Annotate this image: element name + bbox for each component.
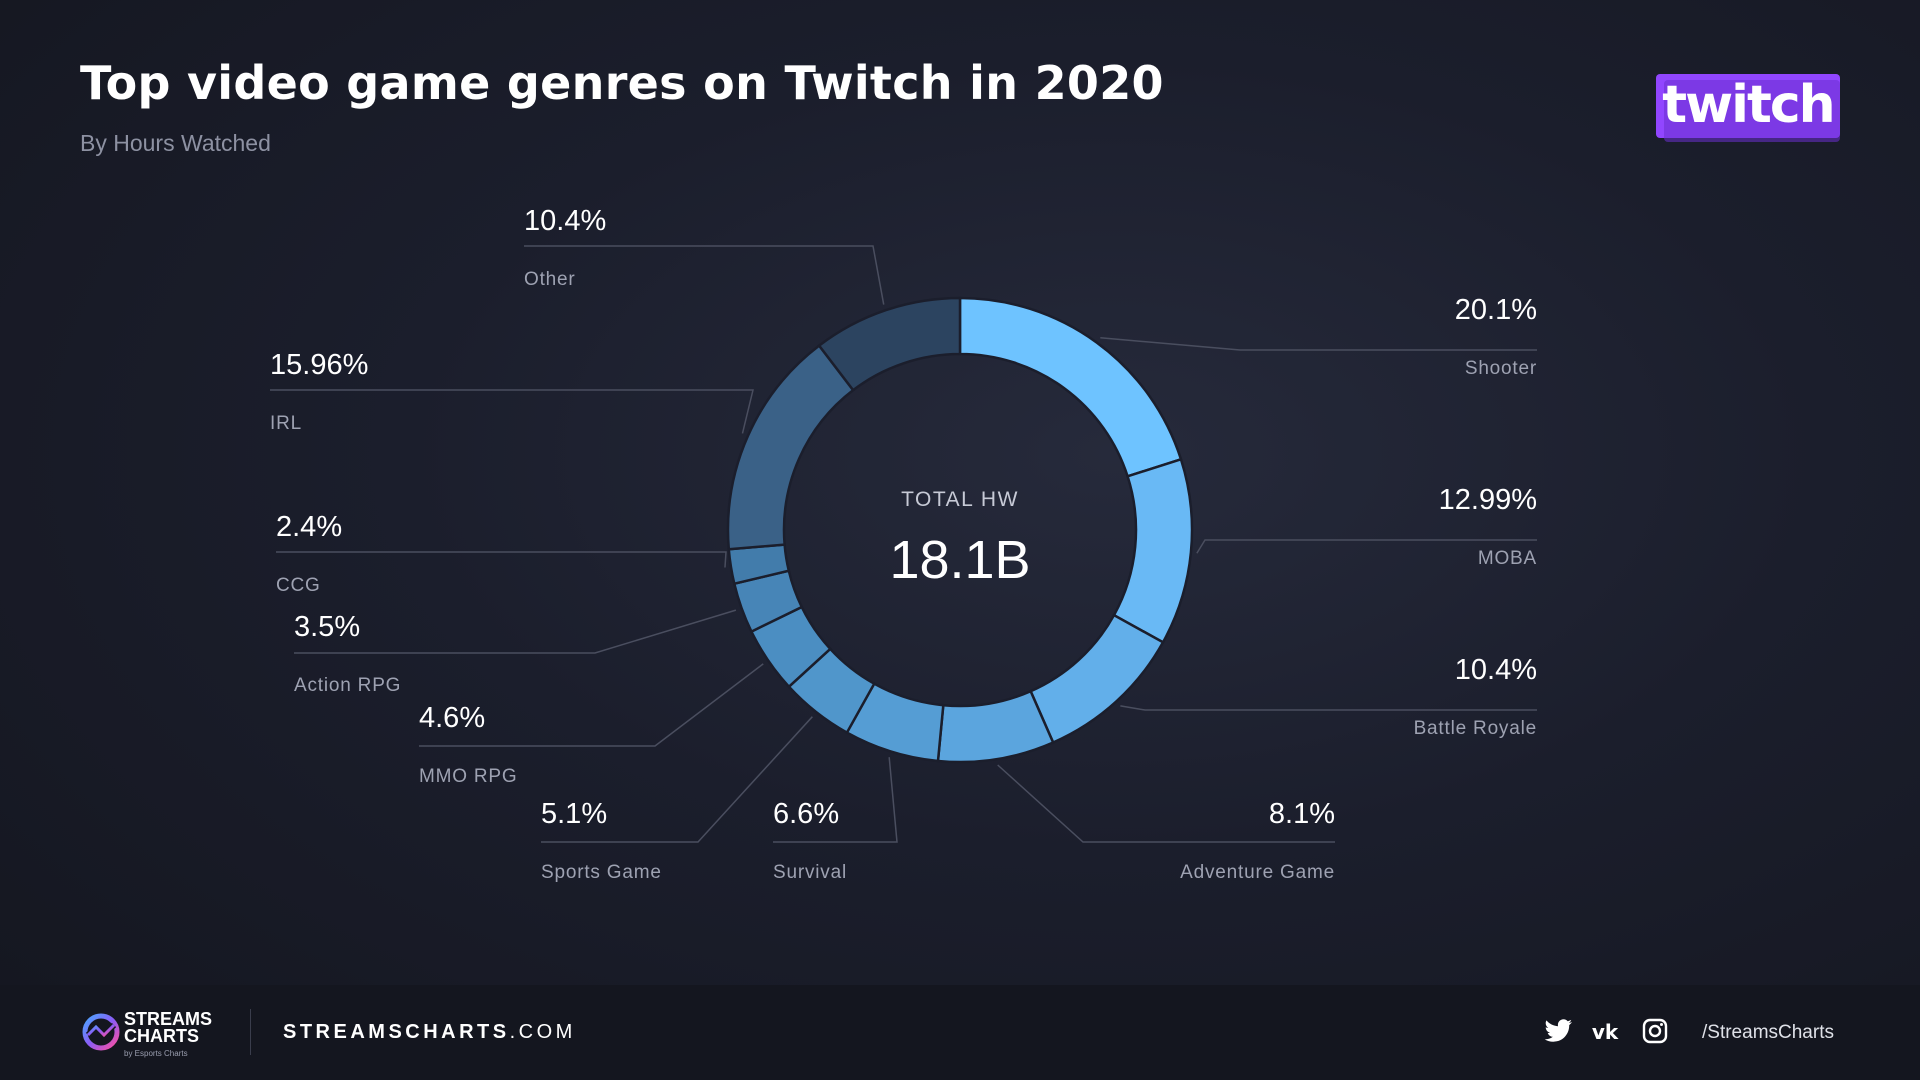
slice-name-label: IRL (270, 413, 302, 434)
slice-labels: 20.1% Shooter 12.99% MOBA 10.4% Battle Royale… (270, 205, 1537, 883)
slice-percent-label: 2.4% (276, 511, 342, 543)
slice-other[interactable] (817, 296, 962, 392)
slice-percent-label: 3.5% (294, 611, 360, 643)
slice-name-label: Battle Royale (1414, 718, 1537, 739)
leader-line (294, 609, 737, 654)
brand-byline: by Esports Charts (124, 1049, 188, 1058)
footer-divider (250, 1009, 251, 1055)
slice-percent-label: 10.4% (524, 205, 606, 237)
leader-line (276, 551, 727, 568)
slice-name-label: Other (524, 269, 576, 290)
donut-slices (726, 296, 1194, 764)
leader-line (1100, 337, 1537, 351)
footer: STREAMS CHARTS by Esports Charts STREAMS… (0, 985, 1920, 1080)
slice-adventure-game[interactable] (936, 689, 1055, 764)
vk-icon[interactable]: vk (1590, 1018, 1620, 1044)
social-handle[interactable]: /StreamsCharts (1702, 1022, 1834, 1043)
brand-name: STREAMS CHARTS (124, 1009, 213, 1046)
leader-line (773, 757, 898, 843)
slice-percent-label: 12.99% (1439, 484, 1537, 516)
instagram-icon[interactable] (1640, 1018, 1670, 1044)
leader-line (1120, 705, 1537, 711)
slice-name-label: Action RPG (294, 675, 401, 696)
leader-line (270, 389, 754, 434)
chart-subtitle: By Hours Watched (80, 130, 271, 156)
slice-moba[interactable] (1112, 457, 1194, 644)
chart-title: Top video game genres on Twitch in 2020 (80, 56, 1164, 110)
slice-name-label: Adventure Game (1180, 862, 1335, 883)
slice-percent-label: 20.1% (1455, 294, 1537, 326)
leader-lines (270, 245, 1537, 843)
streams-charts-logo-icon (82, 1013, 120, 1051)
slice-shooter[interactable] (958, 296, 1183, 478)
slice-percent-label: 4.6% (419, 702, 485, 734)
slice-name-label: CCG (276, 575, 321, 596)
slice-name-label: MOBA (1478, 548, 1537, 569)
svg-text:vk: vk (1592, 1020, 1619, 1044)
site-link[interactable]: STREAMSCHARTS.COM (283, 1021, 576, 1043)
center-label: TOTAL HW (901, 488, 1019, 511)
slice-percent-label: 8.1% (1269, 798, 1335, 830)
twitch-logo: twitch (1656, 74, 1840, 142)
leader-line (524, 245, 885, 305)
leader-line (1196, 539, 1537, 554)
slice-name-label: Sports Game (541, 862, 662, 883)
slice-battle-royale[interactable] (1029, 613, 1165, 745)
slice-percent-label: 15.96% (270, 349, 368, 381)
slice-irl[interactable] (726, 343, 855, 551)
leader-line (997, 764, 1335, 843)
slice-percent-label: 5.1% (541, 798, 607, 830)
slice-percent-label: 6.6% (773, 798, 839, 830)
slice-percent-label: 10.4% (1455, 654, 1537, 686)
center-value: 18.1B (889, 530, 1030, 590)
slice-name-label: MMO RPG (419, 766, 518, 787)
twitter-icon[interactable] (1544, 1018, 1574, 1044)
slice-name-label: Shooter (1465, 358, 1537, 379)
twitch-logo-text: twitch (1662, 75, 1833, 135)
slice-name-label: Survival (773, 862, 847, 883)
leader-line (541, 716, 813, 843)
leader-line (419, 663, 764, 747)
